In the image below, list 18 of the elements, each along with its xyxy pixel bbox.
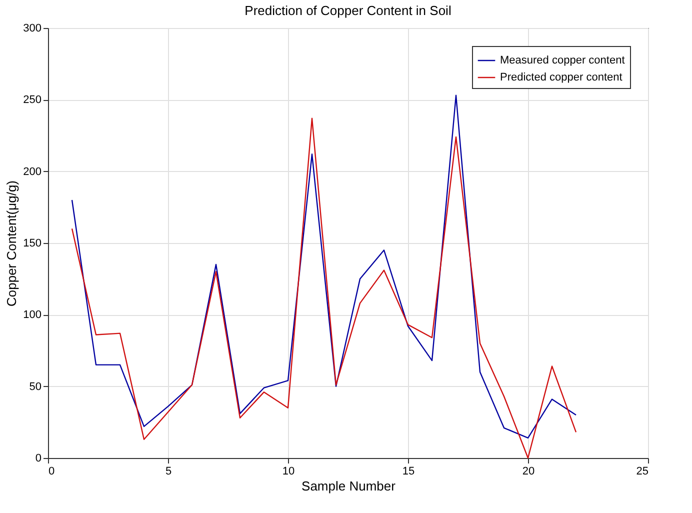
legend-label: Predicted copper content xyxy=(500,72,622,84)
x-tick-label: 15 xyxy=(402,466,415,478)
x-tick-label: 5 xyxy=(165,466,172,478)
legend-label: Measured copper content xyxy=(500,54,625,66)
y-tick-label: 250 xyxy=(23,94,42,106)
x-tick-label: 20 xyxy=(522,466,535,478)
x-tick-label: 0 xyxy=(48,466,55,478)
y-tick-label: 200 xyxy=(23,166,42,178)
y-tick-label: 150 xyxy=(23,238,42,250)
chart-title: Prediction of Copper Content in Soil xyxy=(244,3,452,18)
y-axis-title: Copper Content(μg/g) xyxy=(4,180,20,307)
y-tick-label: 100 xyxy=(23,309,42,322)
x-axis-title: Sample Number xyxy=(302,478,396,494)
x-tick-label: 25 xyxy=(636,466,648,478)
x-tick-label: 10 xyxy=(282,466,295,478)
y-tick-label: 300 xyxy=(23,22,42,34)
y-tick-label: 0 xyxy=(35,452,42,464)
y-tick-label: 50 xyxy=(29,380,42,393)
